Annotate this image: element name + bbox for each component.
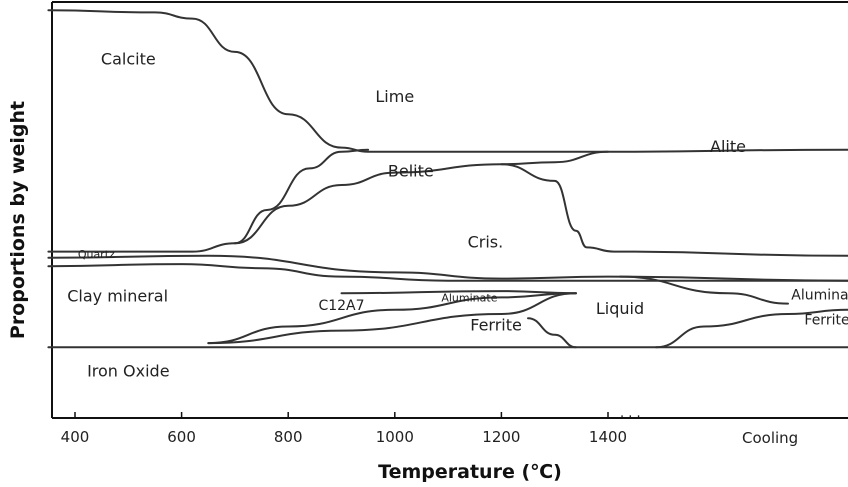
x-tick-label: 1000 xyxy=(376,428,414,446)
region-label-ferrite: Ferrite xyxy=(804,312,848,328)
region-label-ferrite: Ferrite xyxy=(470,316,522,335)
calcite-top-boundary xyxy=(47,9,848,153)
region-label-calcite: Calcite xyxy=(101,49,156,68)
region-label-iron-oxide: Iron Oxide xyxy=(87,361,169,380)
quartz-bottom-boundary xyxy=(47,263,848,282)
region-label-quartz: Quartz xyxy=(78,248,115,261)
lime-upper-boundary xyxy=(233,148,370,245)
boundary-curves xyxy=(47,9,848,349)
region-label-aluminate: Aluminate xyxy=(441,292,497,305)
c12a7-upper-boundary xyxy=(207,292,577,345)
x-axis-title: Temperature (℃) xyxy=(378,461,562,483)
y-axis-title: Proportions by weight xyxy=(7,101,29,339)
ellipsis-text: . . . xyxy=(620,406,641,421)
x-tick-label: 1200 xyxy=(482,428,520,446)
region-label-clay-mineral: Clay mineral xyxy=(67,287,168,306)
liquid-right-boundary xyxy=(655,308,848,349)
x-tick-label: 400 xyxy=(61,428,90,446)
region-label-belite: Belite xyxy=(388,162,434,181)
aluminate-upper-boundary xyxy=(340,290,577,295)
c12a7-lower-boundary xyxy=(207,292,577,345)
x-tick-label: 800 xyxy=(274,428,303,446)
region-labels: Calcite Lime Belite Alite Cris. Quartz Clay mi… xyxy=(67,49,848,380)
alite-bottom-boundary xyxy=(500,163,848,257)
region-label-alite: Alite xyxy=(710,137,746,156)
aluminate-cooling-boundary xyxy=(619,275,789,305)
region-label-aluminate: Aluminate xyxy=(791,287,848,303)
region-label-lime: Lime xyxy=(375,87,414,106)
clay-top-boundary xyxy=(47,254,848,282)
x-tick-label: 600 xyxy=(167,428,196,446)
liquid-left-boundary xyxy=(527,317,577,349)
belite-top-boundary xyxy=(233,150,609,245)
region-label-liquid: Liquid xyxy=(596,299,644,318)
region-label-c12a7: C12A7 xyxy=(318,298,364,314)
cooling-label: Cooling xyxy=(742,429,798,447)
quartz-top-boundary xyxy=(47,242,236,253)
x-tick-label: 1400 xyxy=(589,428,627,446)
x-tick-labels: 400 600 800 1000 1200 1400 xyxy=(61,412,627,446)
region-label-cris: Cris. xyxy=(468,232,504,251)
